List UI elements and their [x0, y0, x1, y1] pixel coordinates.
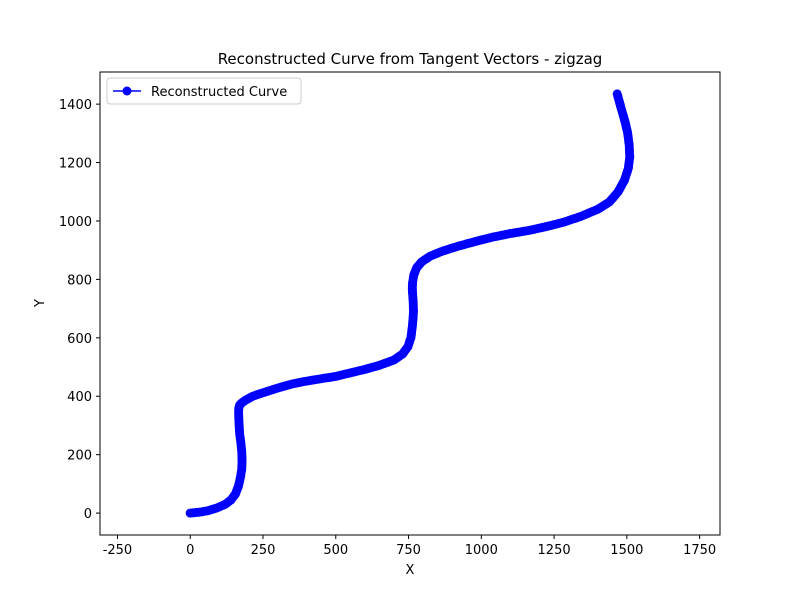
legend-marker [122, 86, 132, 96]
y-tick-label: 1000 [59, 215, 92, 230]
x-tick-label: 750 [396, 543, 421, 558]
x-tick-label: 1250 [538, 543, 571, 558]
x-axis-label: X [406, 563, 415, 578]
legend: Reconstructed Curve [106, 77, 302, 105]
legend-label: Reconstructed Curve [151, 85, 287, 100]
data-point [612, 89, 622, 99]
y-tick-label: 0 [84, 507, 92, 522]
plot-frame [99, 71, 721, 536]
x-tick-label: 1750 [683, 543, 716, 558]
y-tick-label: 1400 [59, 98, 92, 113]
y-tick-label: 600 [67, 332, 92, 347]
y-tick-label: 1200 [59, 157, 92, 172]
x-tick-label: 500 [323, 543, 348, 558]
legend-box [106, 77, 302, 105]
y-axis: 0 200 400 600 800 1000 1200 1400 [59, 98, 100, 522]
x-tick-label: 250 [251, 543, 276, 558]
chart-title: Reconstructed Curve from Tangent Vectors… [218, 50, 603, 68]
plot-area [185, 89, 635, 518]
x-axis: -250 0 250 500 750 1000 1250 1500 1750 [103, 535, 716, 558]
x-tick-label: 1000 [465, 543, 498, 558]
x-tick-label: 0 [186, 543, 194, 558]
y-tick-label: 200 [67, 449, 92, 464]
x-tick-label: -250 [103, 543, 133, 558]
y-tick-label: 800 [67, 273, 92, 288]
y-tick-label: 400 [67, 390, 92, 405]
x-tick-label: 1500 [610, 543, 643, 558]
y-axis-label: Y [33, 299, 48, 308]
